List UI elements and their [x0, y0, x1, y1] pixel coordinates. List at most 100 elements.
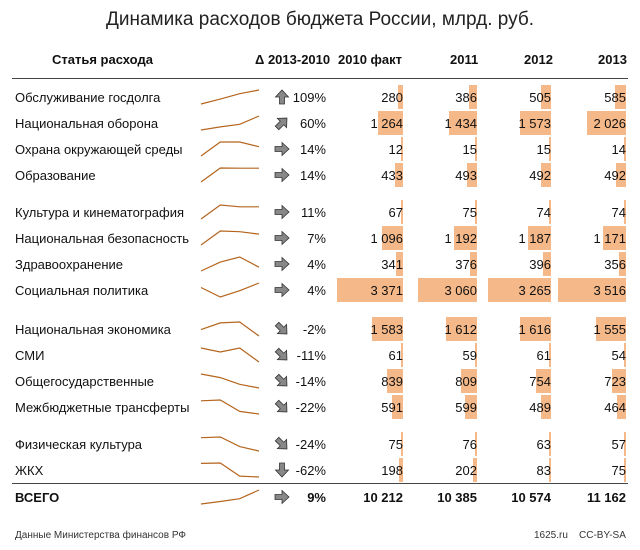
row-value: 2 026	[593, 116, 626, 131]
total-rule	[12, 483, 628, 484]
sparkline	[200, 141, 260, 157]
value-bar	[624, 432, 626, 456]
value-bar	[603, 226, 626, 250]
arrow-down-right-icon	[274, 399, 288, 413]
value-bar	[473, 458, 477, 482]
row-value: 14	[611, 142, 626, 157]
total-value: 10 574	[511, 490, 551, 505]
row-value: 376	[455, 257, 477, 272]
value-bar	[469, 85, 477, 109]
row-value: 15	[462, 142, 477, 157]
row-delta: 14%	[299, 168, 326, 183]
value-bar	[461, 369, 477, 393]
sparkline	[200, 256, 260, 272]
row-value: 341	[381, 257, 403, 272]
header-rule	[12, 78, 628, 79]
value-bar	[453, 226, 477, 250]
row-value: 74	[536, 205, 551, 220]
value-bar	[469, 252, 477, 276]
value-bar	[624, 137, 626, 161]
row-delta: -11%	[296, 348, 326, 363]
value-bar	[475, 200, 477, 224]
row-delta: 109%	[292, 90, 326, 105]
row-value: 75	[611, 463, 626, 478]
total-delta: 9%	[307, 490, 326, 505]
value-bar	[372, 317, 403, 341]
row-delta: -14%	[295, 374, 326, 389]
arrow-right-icon	[274, 167, 290, 183]
row-value: 1 096	[370, 231, 403, 246]
row-value: 12	[388, 142, 403, 157]
row-value: 61	[536, 348, 551, 363]
value-bar	[549, 343, 551, 367]
value-bar	[519, 317, 551, 341]
row-value: 492	[529, 168, 551, 183]
row-value: 15	[536, 142, 551, 157]
value-bar	[386, 369, 403, 393]
row-value: 1 583	[370, 322, 403, 337]
row-delta: -24%	[295, 437, 326, 452]
arrow-up-icon	[274, 89, 290, 105]
row-delta: -22%	[295, 400, 326, 415]
sparkline	[200, 204, 259, 220]
value-bar	[549, 458, 551, 482]
arrow-down-right-icon	[274, 436, 288, 450]
value-bar	[619, 252, 626, 276]
arrow-right-icon	[274, 489, 290, 505]
value-bar	[549, 200, 551, 224]
sparkline	[200, 347, 260, 363]
arrow-right-icon	[274, 230, 290, 246]
row-value: 3 265	[518, 283, 551, 298]
value-bar	[487, 278, 551, 302]
value-bar	[557, 278, 626, 302]
row-value: 75	[388, 437, 403, 452]
value-bar	[467, 163, 477, 187]
value-bar	[611, 369, 626, 393]
row-value: 1 616	[518, 322, 551, 337]
value-bar	[399, 458, 403, 482]
sparkline	[200, 489, 260, 505]
footer-source: Данные Министерства финансов РФ	[15, 530, 186, 541]
value-bar	[394, 163, 403, 187]
row-value: 3 371	[370, 283, 403, 298]
sparkline	[200, 399, 260, 415]
header-2010: 2010 факт	[338, 52, 403, 67]
row-value: 3 060	[444, 283, 477, 298]
row-value: 809	[455, 374, 477, 389]
total-value: 10 385	[437, 490, 477, 505]
row-value: 464	[604, 400, 626, 415]
footer-license: CC-BY-SA	[579, 530, 626, 541]
row-value: 599	[455, 400, 477, 415]
row-label: Национальная безопасность	[15, 231, 190, 246]
row-value: 1 612	[444, 322, 477, 337]
header-item: Статья расхода	[52, 52, 153, 67]
value-bar	[616, 395, 626, 419]
row-value: 1 434	[444, 116, 477, 131]
row-value: 83	[536, 463, 551, 478]
sparkline	[200, 321, 260, 337]
row-value: 585	[604, 90, 626, 105]
value-bar	[401, 343, 403, 367]
row-value: 505	[529, 90, 551, 105]
arrow-down-right-icon	[274, 347, 288, 361]
row-value: 1 264	[370, 116, 403, 131]
row-value: 1 192	[444, 231, 477, 246]
row-label: Социальная политика	[15, 283, 149, 298]
row-value: 67	[388, 205, 403, 220]
header-delta: Δ 2013-2010	[255, 52, 331, 67]
row-value: 1 573	[518, 116, 551, 131]
value-bar	[475, 432, 477, 456]
row-value: 1 171	[593, 231, 626, 246]
value-bar	[378, 111, 403, 135]
row-value: 280	[381, 90, 403, 105]
value-bar	[465, 395, 477, 419]
value-bar	[401, 432, 403, 456]
row-delta: 4%	[307, 283, 326, 298]
value-bar	[541, 395, 551, 419]
row-value: 839	[381, 374, 403, 389]
value-bar	[624, 458, 626, 482]
row-value: 59	[462, 348, 477, 363]
row-label: Образование	[15, 168, 96, 183]
row-label: Общегосударственные	[15, 374, 155, 389]
header-2011: 2011	[450, 52, 479, 67]
